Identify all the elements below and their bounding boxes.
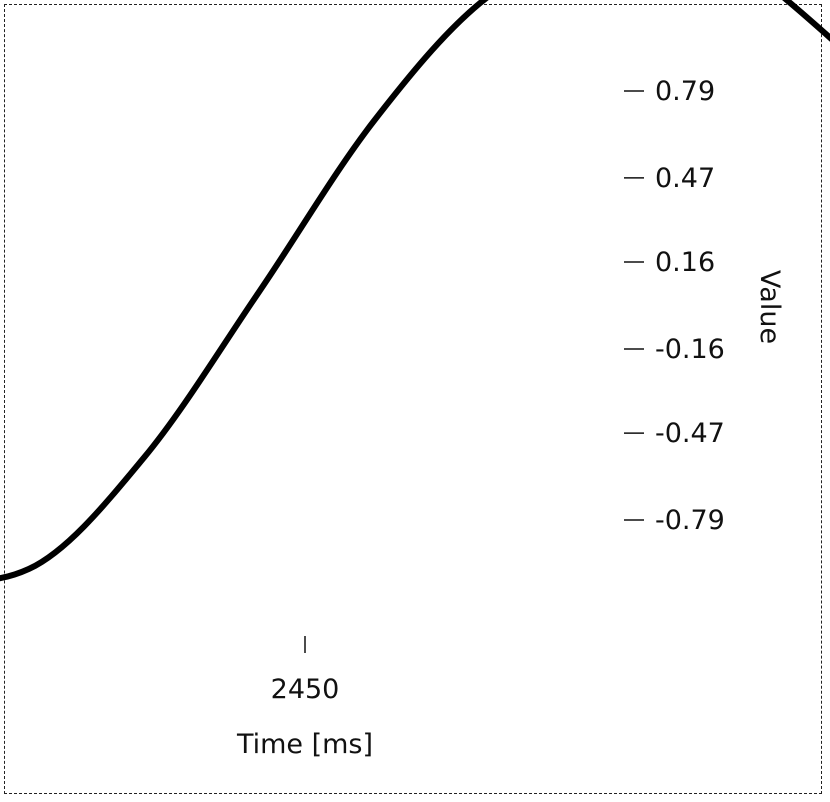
plot-series <box>0 0 830 582</box>
y-tick-label: -0.47 <box>655 418 725 449</box>
y-tick-label: 0.47 <box>655 163 715 194</box>
y-tick-label: 0.79 <box>655 76 715 107</box>
chart-frame <box>4 4 822 794</box>
x-axis: 2450 <box>271 636 340 705</box>
x-tick-label: 2450 <box>271 674 340 705</box>
x-axis-title: Time [ms] <box>236 729 373 760</box>
y-axis: 0.79 0.47 0.16 -0.16 -0.47 -0.79 <box>624 76 725 536</box>
y-tick-label: -0.16 <box>655 334 725 365</box>
series-line <box>0 0 830 582</box>
y-tick-label: -0.79 <box>655 505 725 536</box>
y-tick-label: 0.16 <box>655 247 715 278</box>
y-axis-title: Value <box>754 270 785 344</box>
